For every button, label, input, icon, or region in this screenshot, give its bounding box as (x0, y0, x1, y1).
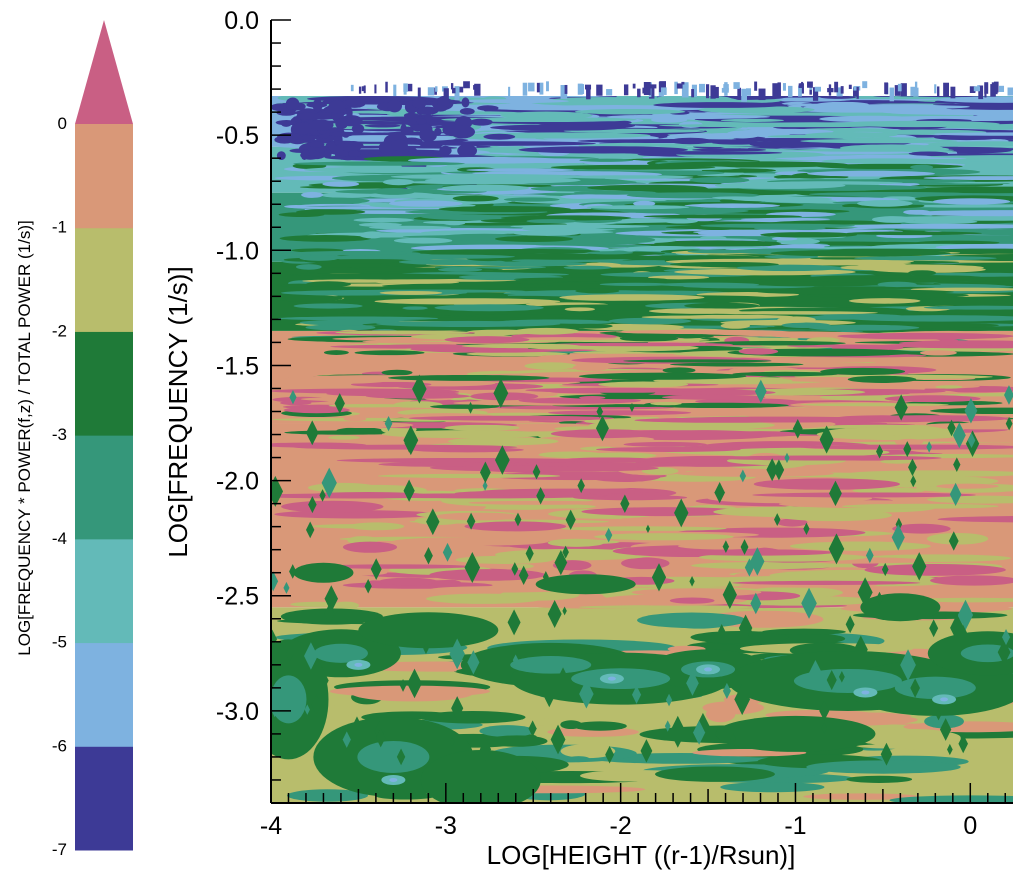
colorbar-label: LOG[FREQUENCY * POWER(f,z) / TOTAL POWER… (15, 220, 34, 655)
colorbar-band (75, 746, 133, 851)
colorbar-tick-label: -7 (52, 840, 67, 859)
colorbar-band (75, 538, 133, 644)
colorbar-band (75, 227, 133, 332)
x-tick-label: -4 (260, 812, 282, 840)
x-tick-label: -2 (610, 812, 632, 840)
colorbar-tick-label: -3 (52, 425, 67, 444)
y-tick-label: -0.5 (216, 122, 259, 150)
colorbar-band (75, 642, 133, 747)
y-tick-label: -1.0 (216, 237, 259, 265)
axes: 0.0 -0.5 -1.0 -1.5 -2.0 -2.5 -3.0 -4 -3 -2 -1 0 (216, 7, 1013, 840)
x-tick-label: 0 (963, 812, 977, 840)
x-tick-label: -1 (784, 812, 806, 840)
colorbar-tick-label: -1 (52, 218, 67, 237)
colorbar-band (75, 435, 133, 540)
colorbar-tick-label: -4 (52, 529, 67, 548)
y-tick-label: -2.5 (216, 583, 259, 611)
y-axis-label: LOG[FREQUENCY (1/s)] (163, 266, 193, 557)
colorbar-tick-label: 0 (58, 114, 67, 133)
y-tick-label: -1.5 (216, 352, 259, 380)
colorbar-band (75, 124, 133, 229)
x-axis-label: LOG[HEIGHT ((r-1)/Rsun)] (487, 840, 796, 870)
colorbar-tick-label: -6 (52, 736, 67, 755)
y-tick-label: 0.0 (224, 7, 259, 35)
x-tick-label: -3 (435, 812, 457, 840)
y-tick-label: -3.0 (216, 698, 259, 726)
y-tick-label: -2.0 (216, 468, 259, 496)
colorbar: -7 -6 -5 -4 -3 -2 -1 0 (52, 20, 133, 859)
plot-area (271, 20, 1013, 803)
colorbar-tick-label: -2 (52, 321, 67, 340)
colorbar-tick-label: -5 (52, 633, 67, 652)
colorbar-band (75, 331, 133, 436)
colorbar-extend-arrow (75, 20, 133, 124)
